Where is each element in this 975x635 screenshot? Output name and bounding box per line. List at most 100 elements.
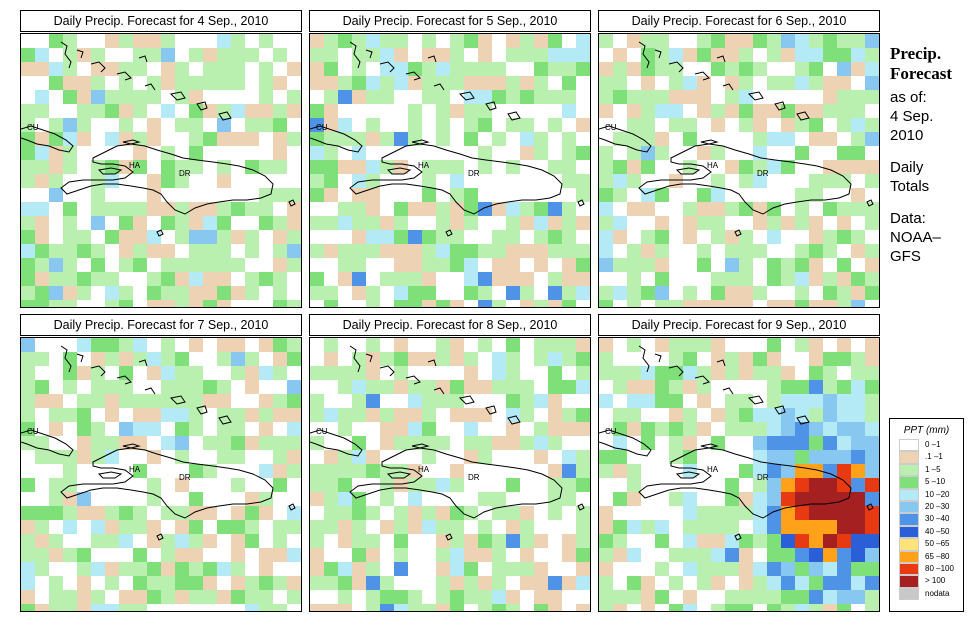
grid-cell: [366, 366, 380, 380]
grid-cell: [669, 104, 683, 118]
grid-cell: [795, 300, 809, 307]
grid-cell: [436, 76, 450, 90]
grid-cell: [161, 352, 175, 366]
grid-cell: [683, 548, 697, 562]
grid-cell: [655, 286, 669, 300]
coastline: [722, 387, 734, 395]
grid-cell: [287, 104, 301, 118]
grid-cell: [823, 90, 837, 104]
grid-cell: [63, 300, 77, 307]
grid-cell: [287, 380, 301, 394]
grid-cell: [422, 520, 436, 534]
grid-cell: [450, 258, 464, 272]
coastline: [675, 167, 701, 175]
grid-cell: [133, 48, 147, 62]
grid-cell: [310, 48, 324, 62]
grid-cell: [613, 174, 627, 188]
grid-cell: [189, 422, 203, 436]
legend-label: 20 –30: [925, 501, 950, 511]
coastline: [365, 49, 373, 59]
grid-cell: [147, 520, 161, 534]
country-label-haiti: HA: [707, 161, 719, 170]
grid-cell: [823, 548, 837, 562]
grid-cell: [753, 436, 767, 450]
grid-cell: [422, 272, 436, 286]
grid-cell: [613, 534, 627, 548]
grid-cell: [562, 104, 576, 118]
grid-cell: [697, 216, 711, 230]
forecast-panel-3: Daily Precip. Forecast for 6 Sep., 2010 …: [598, 10, 880, 308]
legend-label: 65 –80: [925, 551, 950, 561]
grid-cell: [627, 34, 641, 48]
grid-cell: [77, 104, 91, 118]
grid-cell: [35, 562, 49, 576]
grid-cell: [324, 76, 338, 90]
grid-cell: [562, 90, 576, 104]
grid-cell: [697, 146, 711, 160]
grid-cell: [380, 436, 394, 450]
grid-cell: [739, 160, 753, 174]
grid-cell: [809, 506, 823, 520]
grid-cell: [795, 258, 809, 272]
grid-cell: [492, 436, 506, 450]
grid-cell: [287, 62, 301, 76]
grid-cell: [231, 506, 245, 520]
grid-cell: [823, 590, 837, 604]
grid-cell: [203, 286, 217, 300]
grid-cell: [506, 272, 520, 286]
grid-cell: [408, 520, 422, 534]
coastline: [156, 229, 164, 237]
grid-cell: [273, 450, 287, 464]
grid-cell: [310, 286, 324, 300]
grid-cell: [436, 562, 450, 576]
grid-cell: [725, 590, 739, 604]
grid-cell: [739, 34, 753, 48]
grid-cell: [203, 216, 217, 230]
grid-cell: [823, 562, 837, 576]
grid-cell: [655, 132, 669, 146]
grid-cell: [739, 48, 753, 62]
grid-cell: [338, 562, 352, 576]
coastline: [310, 429, 363, 457]
grid-cell: [310, 562, 324, 576]
grid-cell: [231, 408, 245, 422]
grid-cell: [795, 506, 809, 520]
grid-cell: [231, 562, 245, 576]
grid-cell: [21, 118, 35, 132]
grid-cell: [562, 450, 576, 464]
grid-cell: [520, 300, 534, 307]
grid-cell: [49, 244, 63, 258]
grid-cell: [683, 48, 697, 62]
grid-cell: [865, 562, 879, 576]
grid-cell: [217, 174, 231, 188]
grid-cell: [562, 258, 576, 272]
grid-cell: [562, 576, 576, 590]
grid-cell: [245, 202, 259, 216]
grid-cell: [851, 562, 865, 576]
grid-cell: [548, 422, 562, 436]
grid-cell: [683, 202, 697, 216]
grid-cell: [189, 506, 203, 520]
grid-cell: [324, 34, 338, 48]
grid-cell: [669, 408, 683, 422]
coastline: [722, 83, 734, 91]
grid-cell: [259, 576, 273, 590]
grid-cell: [823, 48, 837, 62]
grid-cell: [865, 34, 879, 48]
grid-cell: [310, 188, 324, 202]
grid-cell: [697, 394, 711, 408]
grid-cell: [366, 76, 380, 90]
grid-cell: [231, 76, 245, 90]
grid-cell: [352, 76, 366, 90]
grid-cell: [366, 590, 380, 604]
grid-cell: [520, 286, 534, 300]
coastline: [458, 91, 475, 101]
grid-cell: [161, 48, 175, 62]
grid-cell: [422, 230, 436, 244]
grid-cell: [394, 132, 408, 146]
grid-cell: [478, 450, 492, 464]
grid-cell: [627, 160, 641, 174]
grid-cell: [865, 450, 879, 464]
grid-cell: [380, 90, 394, 104]
grid-cell: [837, 90, 851, 104]
